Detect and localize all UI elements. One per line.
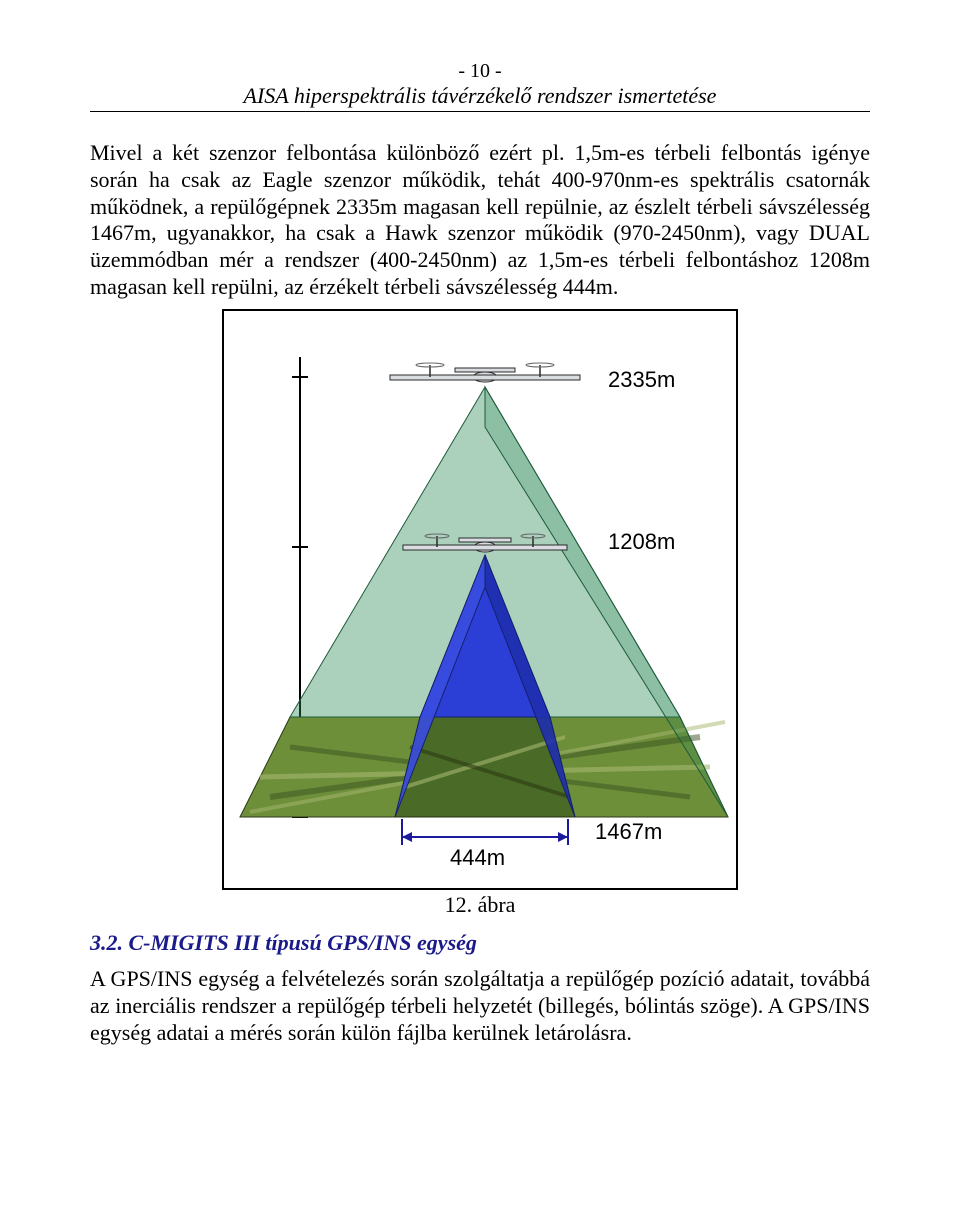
title-rule xyxy=(90,111,870,112)
paragraph-2: A GPS/INS egység a felvételezés során sz… xyxy=(90,966,870,1046)
label-alt-low: 1208m xyxy=(608,529,675,554)
plane-high xyxy=(390,363,580,382)
label-swath-narrow: 444m xyxy=(450,845,505,870)
page: - 10 - AISA hiperspektrális távérzékelő … xyxy=(0,0,960,1114)
figure-12-frame: 2335m 1208m 444m 1467m xyxy=(222,309,738,890)
figure-12: 2335m 1208m 444m 1467m xyxy=(90,309,870,890)
doc-title: AISA hiperspektrális távérzékelő rendsze… xyxy=(90,83,870,109)
figure-12-caption: 12. ábra xyxy=(90,892,870,918)
altitude-swath-diagram: 2335m 1208m 444m 1467m xyxy=(230,317,730,877)
section-3-2-heading: 3.2. C-MIGITS III típusú GPS/INS egység xyxy=(90,930,870,956)
label-alt-high: 2335m xyxy=(608,367,675,392)
paragraph-1: Mivel a két szenzor felbontása különböző… xyxy=(90,140,870,301)
label-swath-wide: 1467m xyxy=(595,819,662,844)
page-number: - 10 - xyxy=(90,60,870,83)
arrow-swath-narrow xyxy=(402,819,568,845)
